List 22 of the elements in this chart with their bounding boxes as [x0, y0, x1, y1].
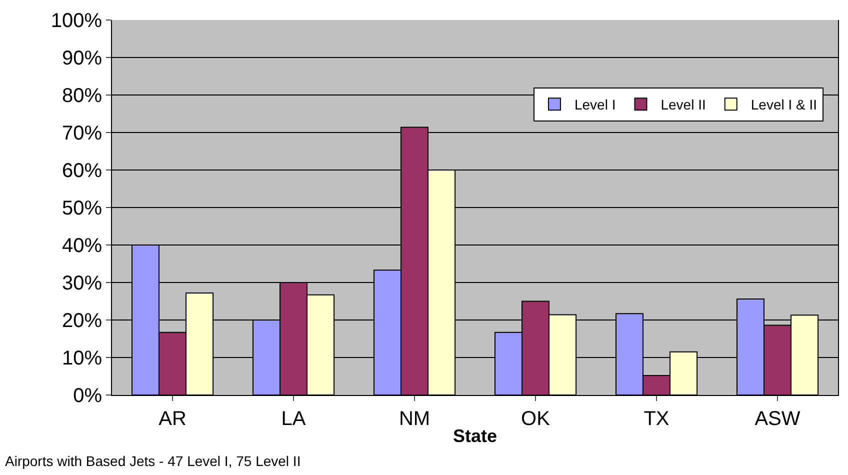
x-tick-label: AR — [158, 408, 186, 430]
y-tick-label: 100% — [50, 10, 102, 32]
y-tick-label: 90% — [62, 48, 102, 70]
legend-label: Level I & II — [750, 96, 818, 113]
y-tick-label: 70% — [62, 122, 102, 144]
x-tick-label: LA — [281, 408, 306, 430]
legend-label: Level I — [574, 96, 616, 113]
x-tick-label: TX — [644, 408, 670, 430]
y-tick-label: 40% — [62, 235, 102, 257]
y-tick-label: 30% — [62, 272, 102, 294]
x-tick-label: NM — [398, 408, 430, 430]
x-tick-label: ASW — [754, 408, 800, 430]
y-tick-label: 10% — [62, 348, 102, 370]
y-tick-label: 20% — [62, 310, 102, 332]
y-tick-label: 0% — [73, 385, 102, 407]
y-tick-label: 60% — [62, 160, 102, 182]
y-tick-label: 80% — [62, 85, 102, 107]
x-axis-title: State — [452, 426, 498, 446]
legend-label: Level II — [660, 96, 706, 113]
y-tick-label: 50% — [62, 198, 102, 220]
text: Airports with Based Jets - 47 Level I, 75 Level II — [5, 453, 301, 469]
x-tick-label: OK — [521, 408, 551, 430]
